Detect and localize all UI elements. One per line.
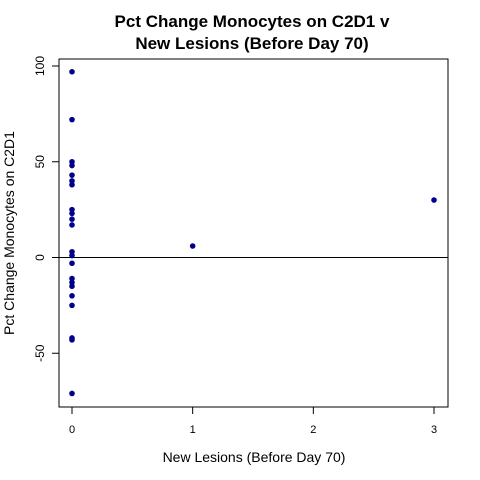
y-tick-label: 100 (33, 56, 47, 76)
y-tick-label: 0 (33, 254, 47, 261)
data-point (69, 248, 75, 255)
y-tick-label: 50 (33, 155, 47, 169)
data-point (69, 210, 75, 217)
chart-title-line-1: Pct Change Monocytes on C2D1 v (115, 12, 390, 31)
data-point (69, 252, 75, 259)
data-point (69, 68, 75, 75)
data-point (189, 243, 196, 249)
data-point (69, 158, 75, 165)
data-point (69, 172, 75, 178)
data-point (69, 222, 75, 228)
x-axis-label: New Lesions (Before Day 70) (163, 449, 346, 465)
data-point (69, 302, 75, 309)
y-axis-label: Pct Change Monocytes on C2D1 (1, 131, 17, 335)
x-tick-label: 0 (69, 424, 75, 436)
x-tick-label: 1 (190, 424, 196, 436)
x-tick-label: 2 (310, 424, 316, 436)
data-point (69, 293, 75, 299)
data-point (69, 275, 75, 282)
data-point (69, 390, 75, 397)
x-axis: 0 1 2 3 (69, 406, 437, 436)
x-tick-label: 3 (431, 424, 437, 436)
y-axis: -50 0 50 100 (33, 56, 60, 362)
y-tick-label: -50 (33, 344, 47, 362)
data-point (69, 162, 75, 169)
data-point (69, 279, 75, 286)
data-point (69, 260, 75, 267)
plot-frame (58, 58, 449, 408)
data-point (69, 116, 75, 123)
data-point (69, 181, 75, 188)
data-point (431, 197, 437, 203)
data-point (69, 206, 75, 213)
data-points (69, 68, 437, 397)
data-point (69, 337, 75, 343)
data-point (69, 283, 75, 290)
data-point (69, 178, 75, 184)
chart-title-line-2: New Lesions (Before Day 70) (135, 34, 368, 53)
data-point (69, 216, 75, 222)
